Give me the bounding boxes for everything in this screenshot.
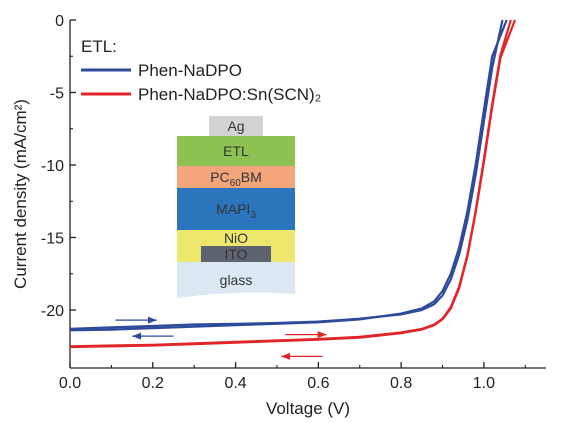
x-tick-label: 0.4 (224, 375, 246, 392)
y-tick-label: 0 (55, 13, 64, 30)
stack-label-etl: ETL (223, 143, 249, 159)
y-tick-label: -10 (41, 158, 64, 175)
y-tick-label: -15 (41, 231, 64, 248)
x-tick-label: 0.2 (142, 375, 164, 392)
x-tick-label: 1.0 (473, 375, 495, 392)
scan-arrow-head-3 (281, 352, 291, 360)
legend: ETL: Phen-NaDPO Phen-NaDPO:Sn(SCN)₂ (81, 37, 321, 104)
stack-layer-etl (177, 136, 295, 166)
stack-layer-mapi (177, 188, 295, 230)
stack-label-glass: glass (220, 272, 253, 288)
legend-label-phen-nadpo: Phen-NaDPO (138, 61, 242, 80)
y-tick-label: -20 (41, 303, 64, 320)
x-tick-label: 0.0 (59, 375, 81, 392)
x-ticks: 0.0 0.2 0.4 0.6 0.8 1.0 (59, 362, 526, 392)
legend-title: ETL: (81, 37, 117, 56)
scan-arrows (115, 316, 327, 360)
stack-label-ito: ITO (224, 246, 247, 262)
x-tick-label: 0.6 (307, 375, 329, 392)
scan-arrow-head-0 (147, 316, 157, 324)
y-tick-label: -5 (50, 86, 64, 103)
legend-label-phen-nadpo-sn-scn2: Phen-NaDPO:Sn(SCN)₂ (138, 85, 321, 104)
stack-layer-pc (177, 166, 295, 188)
x-axis-title: Voltage (V) (266, 399, 350, 418)
device-stack-inset: Ag ETL PC60BM MAPI3 NiO glass ITO (177, 116, 295, 298)
stack-label-mapi: MAPI3 (216, 201, 256, 221)
y-ticks: 0 -5 -10 -15 -20 (41, 13, 76, 347)
stack-layer-glass (177, 262, 295, 298)
series-0-scan-1-line (69, 19, 508, 332)
series-0-scan-0-line (69, 19, 504, 330)
series-1-scan-1-line (69, 19, 517, 349)
stack-label-ag: Ag (227, 118, 244, 134)
series-layer (69, 19, 517, 349)
x-tick-label: 0.8 (390, 375, 412, 392)
y-axis-title: Current density (mA/cm²) (11, 99, 30, 289)
stack-layer-ag (209, 116, 263, 136)
scan-arrow-head-1 (132, 332, 142, 340)
stack-label-pc: PC60BM (210, 169, 262, 189)
stack-label-nio: NiO (224, 230, 248, 246)
stack-layer-ito (201, 246, 271, 262)
scan-arrow-head-2 (317, 331, 327, 339)
